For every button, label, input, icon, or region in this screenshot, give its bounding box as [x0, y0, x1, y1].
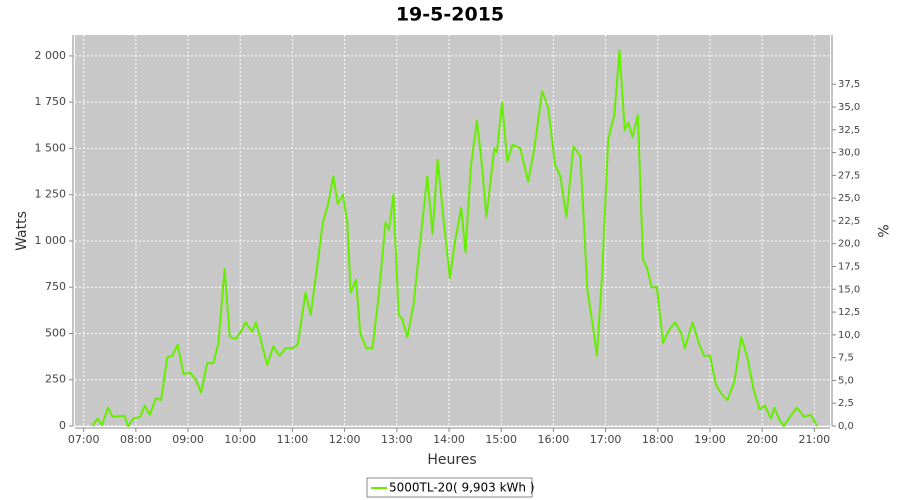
y2-tick-label: 2,5 — [838, 398, 854, 409]
legend-box — [366, 477, 533, 498]
x-tick-label: 17:00 — [590, 433, 622, 446]
y-tick-label: 1 500 — [35, 141, 67, 154]
y2-tick-label: 17,5 — [838, 262, 860, 273]
data-line — [91, 49, 818, 427]
y2-axis-label: % — [874, 224, 890, 237]
y-axis-label: Watts — [14, 211, 30, 251]
chart-title: 19-5-2015 — [396, 4, 504, 26]
x-tick-label: 08:00 — [120, 433, 152, 446]
y-tick-label: 500 — [45, 326, 66, 339]
x-tick-label: 14:00 — [433, 433, 465, 446]
x-tick-label: 19:00 — [694, 433, 726, 446]
y-tick-label: 2 000 — [35, 49, 67, 62]
x-tick-label: 21:00 — [798, 433, 830, 446]
y2-tick-label: 37,5 — [838, 79, 860, 90]
plot-area — [75, 35, 830, 426]
y2-tick-label: 27,5 — [838, 170, 860, 181]
x-tick-label: 10:00 — [224, 433, 256, 446]
x-tick-label: 12:00 — [329, 433, 361, 446]
x-tick-label: 20:00 — [746, 433, 778, 446]
y-tick-label: 1 750 — [35, 95, 67, 108]
y2-tick-label: 7,5 — [838, 353, 854, 364]
y2-tick-label: 30,0 — [838, 148, 860, 159]
legend-label: 5000TL-20( 9,903 kWh ) — [389, 481, 535, 495]
y-tick-label: 1 250 — [35, 188, 67, 201]
y2-tick-label: 15,0 — [838, 284, 860, 295]
x-tick-label: 18:00 — [642, 433, 674, 446]
y2-tick-label: 12,5 — [838, 307, 860, 318]
x-tick-label: 16:00 — [538, 433, 570, 446]
y-tick-label: 750 — [45, 280, 66, 293]
y2-tick-label: 25,0 — [838, 193, 860, 204]
x-tick-label: 07:00 — [68, 433, 100, 446]
y2-tick-label: 20,0 — [838, 239, 860, 250]
x-tick-label: 11:00 — [277, 433, 309, 446]
y2-tick-label: 22,5 — [838, 216, 860, 227]
y2-tick-label: 35,0 — [838, 102, 860, 113]
y2-tick-label: 32,5 — [838, 125, 860, 136]
y2-tick-label: 5,0 — [838, 375, 854, 386]
x-tick-label: 13:00 — [381, 433, 413, 446]
y-tick-label: 250 — [45, 373, 66, 386]
x-tick-label: 09:00 — [172, 433, 204, 446]
y2-tick-label: 0,0 — [838, 421, 854, 432]
y2-tick-label: 10,0 — [838, 330, 860, 341]
x-axis-label: Heures — [427, 452, 476, 468]
y-tick-label: 0 — [59, 419, 66, 432]
x-tick-label: 15:00 — [485, 433, 517, 446]
y-tick-label: 1 000 — [35, 234, 67, 247]
